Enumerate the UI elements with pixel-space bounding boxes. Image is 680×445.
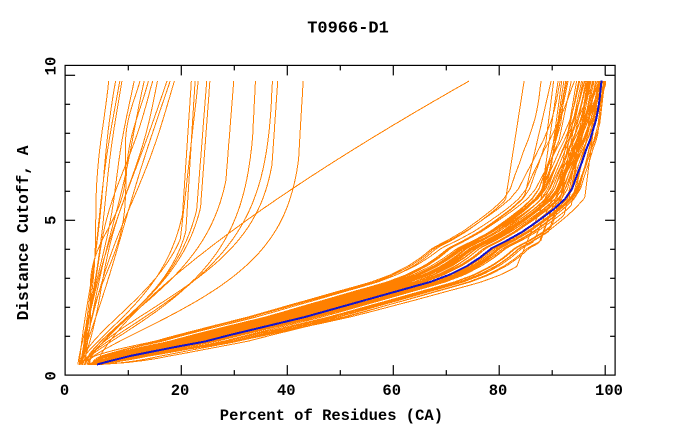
svg-text:Distance Cutoff, A: Distance Cutoff, A xyxy=(15,145,33,320)
svg-text:Percent of Residues (CA): Percent of Residues (CA) xyxy=(220,407,443,425)
svg-text:20: 20 xyxy=(171,382,190,400)
svg-text:5: 5 xyxy=(43,216,61,225)
svg-text:0: 0 xyxy=(43,371,61,380)
svg-text:10: 10 xyxy=(43,57,61,76)
svg-text:80: 80 xyxy=(489,382,508,400)
svg-text:60: 60 xyxy=(382,382,401,400)
svg-text:T0966-D1: T0966-D1 xyxy=(307,20,389,39)
svg-text:40: 40 xyxy=(277,382,296,400)
svg-text:0: 0 xyxy=(60,382,69,400)
svg-text:100: 100 xyxy=(595,382,623,400)
